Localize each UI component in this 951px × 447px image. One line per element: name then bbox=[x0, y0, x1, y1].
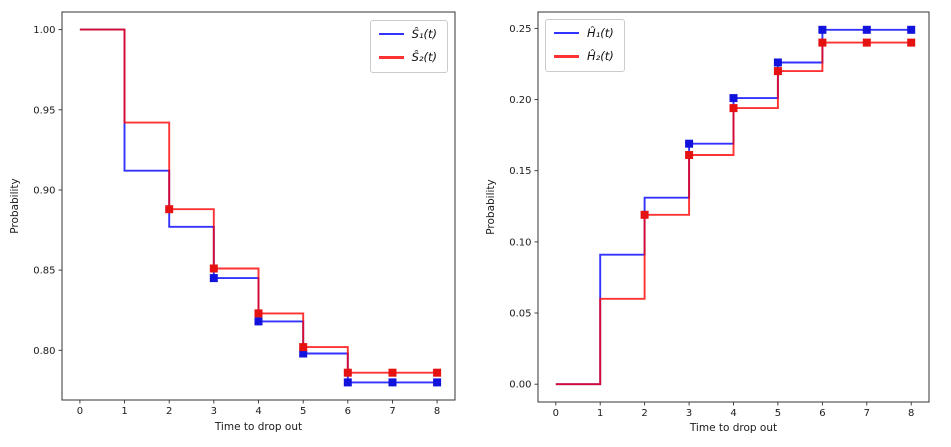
legend-item-s2: Ŝ₂(t) bbox=[378, 50, 437, 65]
svg-text:5: 5 bbox=[775, 408, 781, 419]
svg-text:3: 3 bbox=[211, 406, 217, 417]
svg-text:0.25: 0.25 bbox=[509, 24, 531, 35]
svg-text:1: 1 bbox=[121, 406, 127, 417]
svg-text:8: 8 bbox=[908, 408, 914, 419]
h2-line-swatch-icon bbox=[554, 55, 579, 58]
y-axis-label: Probability bbox=[485, 179, 497, 235]
survival-step-chart: 0 1 2 3 4 5 6 7 8 1.00 0.95 0.90 0.85 0.80 bbox=[33, 11, 456, 417]
svg-text:4: 4 bbox=[255, 406, 261, 417]
legend-item-h2: Ĥ₂(t) bbox=[554, 49, 614, 63]
svg-text:7: 7 bbox=[864, 408, 870, 419]
svg-text:3: 3 bbox=[686, 408, 692, 419]
km-survival-plot: 0 1 2 3 4 5 6 7 8 1.00 0.95 0.90 0.85 0.80 Time to dr… bbox=[0, 0, 475, 447]
s1-line-swatch-icon bbox=[378, 32, 404, 36]
svg-text:2: 2 bbox=[166, 406, 172, 417]
legend-label-s1: Ŝ₁(t) bbox=[411, 27, 437, 41]
svg-text:7: 7 bbox=[389, 406, 395, 417]
svg-text:0.95: 0.95 bbox=[33, 105, 55, 116]
svg-text:0.85: 0.85 bbox=[33, 266, 55, 277]
y-axis-label: Probability bbox=[9, 178, 21, 234]
s2-line-swatch-icon bbox=[378, 56, 404, 59]
legend-item-s1: Ŝ₁(t) bbox=[378, 27, 437, 41]
legend-label-h2: Ĥ₂(t) bbox=[587, 49, 614, 64]
svg-text:2: 2 bbox=[641, 408, 647, 419]
legend: Ĥ₁(t) Ĥ₂(t) bbox=[545, 19, 625, 72]
svg-text:0: 0 bbox=[553, 408, 559, 419]
legend: Ŝ₁(t) Ŝ₂(t) bbox=[369, 20, 448, 73]
svg-text:0.00: 0.00 bbox=[509, 380, 531, 391]
hazard-step-chart: 0 1 2 3 4 5 6 7 8 0.25 0.20 0.15 0.10 0.05 0.00 bbox=[509, 11, 930, 419]
svg-text:0.15: 0.15 bbox=[509, 166, 531, 177]
svg-text:1: 1 bbox=[597, 408, 603, 419]
svg-text:4: 4 bbox=[730, 408, 736, 419]
svg-text:8: 8 bbox=[434, 406, 440, 417]
svg-text:0.05: 0.05 bbox=[509, 309, 531, 320]
svg-text:0.20: 0.20 bbox=[509, 95, 531, 106]
svg-text:6: 6 bbox=[819, 408, 825, 419]
svg-text:0: 0 bbox=[77, 406, 83, 417]
legend-label-h1: Ĥ₁(t) bbox=[587, 26, 614, 40]
x-axis-label: Time to drop out bbox=[689, 422, 778, 434]
cumulative-hazard-plot: 0 1 2 3 4 5 6 7 8 0.25 0.20 0.15 0.10 0.05 0.00 Time t… bbox=[475, 0, 951, 447]
svg-text:0.10: 0.10 bbox=[509, 237, 531, 248]
x-axis-label: Time to drop out bbox=[214, 421, 303, 433]
h1-line-swatch-icon bbox=[554, 31, 579, 35]
svg-text:1.00: 1.00 bbox=[33, 25, 55, 36]
svg-text:6: 6 bbox=[345, 406, 351, 417]
svg-text:0.90: 0.90 bbox=[33, 186, 55, 197]
legend-item-h1: Ĥ₁(t) bbox=[554, 26, 614, 40]
svg-text:0.80: 0.80 bbox=[33, 346, 55, 357]
legend-label-s2: Ŝ₂(t) bbox=[411, 50, 437, 65]
svg-text:5: 5 bbox=[300, 406, 306, 417]
